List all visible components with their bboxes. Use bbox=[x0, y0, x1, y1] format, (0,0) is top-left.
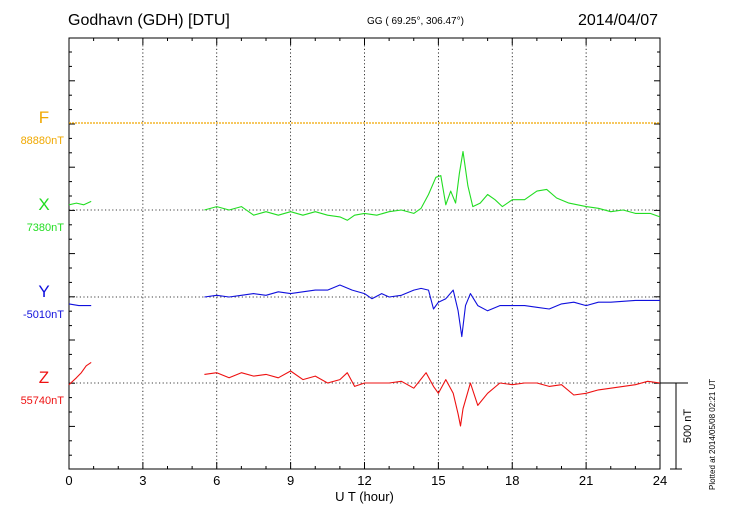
x-tick-label: 9 bbox=[287, 473, 294, 488]
series-baseline-X: 7380nT bbox=[27, 222, 65, 234]
station-title: Godhavn (GDH) [DTU] bbox=[68, 12, 230, 29]
series-baseline-F: 88880nT bbox=[21, 135, 65, 147]
series-line-Y bbox=[68, 284, 660, 338]
scale-bar-label: 500 nT bbox=[682, 409, 694, 444]
series-baseline-Y: -5010nT bbox=[23, 309, 64, 321]
station-coordinates: GG ( 69.25°, 306.47°) bbox=[367, 16, 464, 27]
x-axis-title: U T (hour) bbox=[335, 489, 394, 504]
x-tick-label: 3 bbox=[139, 473, 146, 488]
x-tick-label: 12 bbox=[357, 473, 371, 488]
x-tick-label: 6 bbox=[213, 473, 220, 488]
x-tick-label: 0 bbox=[65, 473, 72, 488]
plotted-timestamp: Plotted at 2014/05/08 02:21 UT bbox=[708, 378, 717, 490]
series-name-Y: Y bbox=[38, 282, 49, 301]
series-name-X: X bbox=[38, 195, 49, 214]
series-baseline-Z: 55740nT bbox=[21, 395, 65, 407]
series-line-Z bbox=[68, 361, 661, 427]
plot-frame bbox=[68, 37, 661, 470]
x-tick-label: 18 bbox=[505, 473, 519, 488]
series-name-Z: Z bbox=[39, 368, 49, 387]
series-line-X bbox=[68, 150, 661, 221]
x-tick-label: 15 bbox=[431, 473, 445, 488]
series-name-F: F bbox=[39, 108, 49, 127]
x-tick-label: 24 bbox=[653, 473, 667, 488]
x-tick-label: 21 bbox=[579, 473, 593, 488]
chart-date: 2014/04/07 bbox=[578, 12, 659, 29]
